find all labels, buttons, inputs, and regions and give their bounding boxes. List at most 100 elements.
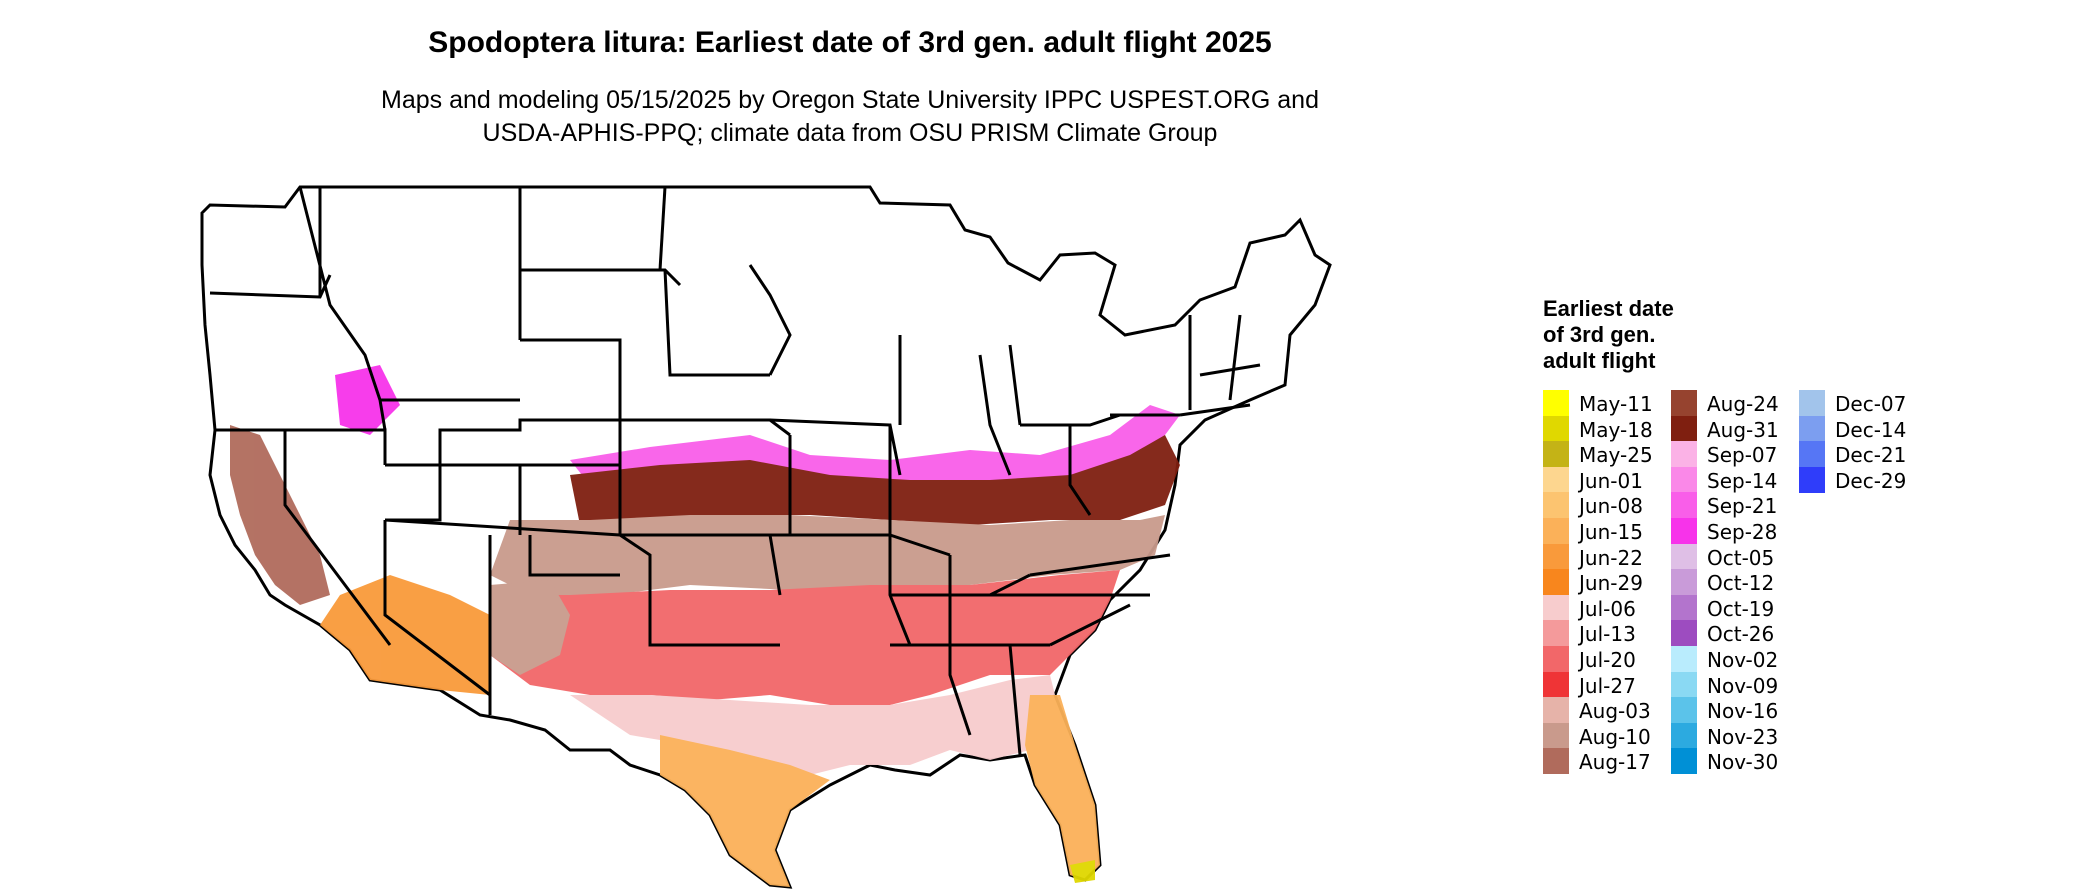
legend-swatch bbox=[1543, 569, 1569, 596]
legend-swatch bbox=[1671, 569, 1697, 596]
legend-swatch bbox=[1543, 697, 1569, 724]
legend-item: Jul-27 bbox=[1543, 671, 1673, 698]
legend-swatch bbox=[1799, 415, 1825, 442]
legend-item: Aug-31 bbox=[1671, 415, 1801, 442]
legend-item: Dec-29 bbox=[1799, 466, 1929, 493]
legend-swatch bbox=[1671, 620, 1697, 647]
legend-swatch bbox=[1543, 415, 1569, 442]
legend-label: May-11 bbox=[1579, 392, 1653, 416]
legend-label: Dec-21 bbox=[1835, 443, 1907, 468]
legend-title-line-2: of 3rd gen. bbox=[1543, 322, 1656, 347]
legend-item: May-18 bbox=[1543, 415, 1673, 442]
legend-label: Aug-31 bbox=[1707, 417, 1779, 442]
zone-jun-florida bbox=[1025, 695, 1100, 880]
legend-swatch bbox=[1543, 722, 1569, 749]
legend-label: Oct-12 bbox=[1707, 571, 1775, 596]
legend-label: Aug-24 bbox=[1707, 392, 1779, 416]
legend-swatch bbox=[1671, 415, 1697, 442]
legend-item: Dec-21 bbox=[1799, 441, 1929, 468]
legend-item: Jun-01 bbox=[1543, 466, 1673, 493]
legend-label: Jul-13 bbox=[1579, 622, 1636, 647]
legend-item: Oct-19 bbox=[1671, 594, 1801, 621]
legend-item: Dec-14 bbox=[1799, 415, 1929, 442]
legend-swatch bbox=[1671, 671, 1697, 698]
zone-aug-late bbox=[570, 435, 1180, 525]
legend-swatch bbox=[1543, 620, 1569, 647]
us-map bbox=[200, 185, 1332, 889]
legend-label: Nov-09 bbox=[1707, 673, 1779, 698]
legend-swatch bbox=[1671, 466, 1697, 493]
zone-cal bbox=[230, 425, 330, 605]
legend-item: Oct-26 bbox=[1671, 620, 1801, 647]
legend-label: Nov-30 bbox=[1707, 750, 1779, 775]
legend-label: Sep-21 bbox=[1707, 494, 1778, 519]
legend-item: Nov-30 bbox=[1671, 748, 1801, 775]
legend-label: Oct-05 bbox=[1707, 545, 1775, 570]
legend-swatch bbox=[1671, 646, 1697, 672]
legend-item: Aug-10 bbox=[1543, 722, 1673, 749]
legend-swatch bbox=[1799, 441, 1825, 468]
legend-label: Jul-06 bbox=[1579, 596, 1636, 621]
legend-label: Oct-19 bbox=[1707, 596, 1775, 621]
legend-item: Oct-05 bbox=[1671, 543, 1801, 570]
legend-label: Dec-07 bbox=[1835, 392, 1907, 416]
legend-swatch bbox=[1671, 441, 1697, 468]
legend-title-line-1: Earliest date bbox=[1543, 296, 1674, 321]
legend-swatch bbox=[1543, 748, 1569, 775]
legend-label: Sep-14 bbox=[1707, 468, 1778, 493]
legend-label: Jun-29 bbox=[1579, 571, 1643, 596]
legend-swatch bbox=[1671, 722, 1697, 749]
legend-item: Jun-29 bbox=[1543, 569, 1673, 596]
legend-item: Nov-23 bbox=[1671, 722, 1801, 749]
legend-label: Jun-15 bbox=[1579, 520, 1643, 544]
legend-item: Jun-22 bbox=[1543, 543, 1673, 570]
legend-swatch bbox=[1543, 390, 1569, 416]
legend-label: Aug-17 bbox=[1579, 750, 1651, 775]
legend-swatch bbox=[1671, 543, 1697, 570]
legend-label: Jun-01 bbox=[1579, 468, 1643, 493]
legend-label: Sep-07 bbox=[1707, 443, 1778, 468]
zone-texas bbox=[490, 580, 570, 675]
legend-title-line-3: adult flight bbox=[1543, 348, 1656, 373]
legend-swatch bbox=[1543, 594, 1569, 621]
legend-item: Jul-20 bbox=[1543, 646, 1673, 672]
legend-label: Nov-23 bbox=[1707, 724, 1779, 749]
legend-swatch bbox=[1671, 697, 1697, 724]
figure-title: Spodoptera litura: Earliest date of 3rd … bbox=[428, 26, 1272, 59]
legend-label: Nov-02 bbox=[1707, 648, 1779, 672]
legend-swatch bbox=[1543, 543, 1569, 570]
legend-item: May-11 bbox=[1543, 390, 1673, 416]
legend-label: Jun-08 bbox=[1579, 494, 1643, 519]
legend-label: Jul-27 bbox=[1579, 673, 1636, 698]
zone-may-tip bbox=[1070, 860, 1095, 883]
legend-item: Nov-02 bbox=[1671, 646, 1801, 672]
legend-item: Aug-24 bbox=[1671, 390, 1801, 416]
phenology-raster bbox=[230, 365, 1180, 887]
legend-label: Jul-20 bbox=[1579, 648, 1636, 672]
zone-jul-late bbox=[490, 570, 1120, 705]
zone-jun-arizona bbox=[320, 575, 490, 695]
legend-swatch bbox=[1543, 671, 1569, 698]
legend-swatch bbox=[1671, 390, 1697, 416]
legend-title: Earliest date of 3rd gen. adult flight bbox=[1543, 296, 1743, 374]
legend-swatch bbox=[1543, 518, 1569, 544]
legend-label: May-18 bbox=[1579, 417, 1653, 442]
legend-swatch bbox=[1543, 492, 1569, 519]
legend-label: Aug-10 bbox=[1579, 724, 1651, 749]
legend-item: Nov-09 bbox=[1671, 671, 1801, 698]
legend-item: Jun-15 bbox=[1543, 518, 1673, 544]
legend-swatch bbox=[1799, 466, 1825, 493]
legend-label: Jun-22 bbox=[1579, 545, 1643, 570]
subtitle-line-2: USDA-APHIS-PPQ; climate data from OSU PR… bbox=[482, 119, 1218, 147]
legend-label: Dec-29 bbox=[1835, 468, 1907, 493]
legend-label: Nov-16 bbox=[1707, 699, 1779, 724]
zone-jun-gulf bbox=[660, 735, 830, 887]
subtitle-line-1: Maps and modeling 05/15/2025 by Oregon S… bbox=[381, 86, 1319, 114]
legend-swatch bbox=[1543, 441, 1569, 468]
legend-swatch bbox=[1671, 748, 1697, 775]
legend-label: May-25 bbox=[1579, 443, 1653, 468]
legend-item: Aug-03 bbox=[1543, 697, 1673, 724]
figure-subtitle: Maps and modeling 05/15/2025 by Oregon S… bbox=[0, 84, 1700, 150]
legend-swatch bbox=[1799, 390, 1825, 416]
